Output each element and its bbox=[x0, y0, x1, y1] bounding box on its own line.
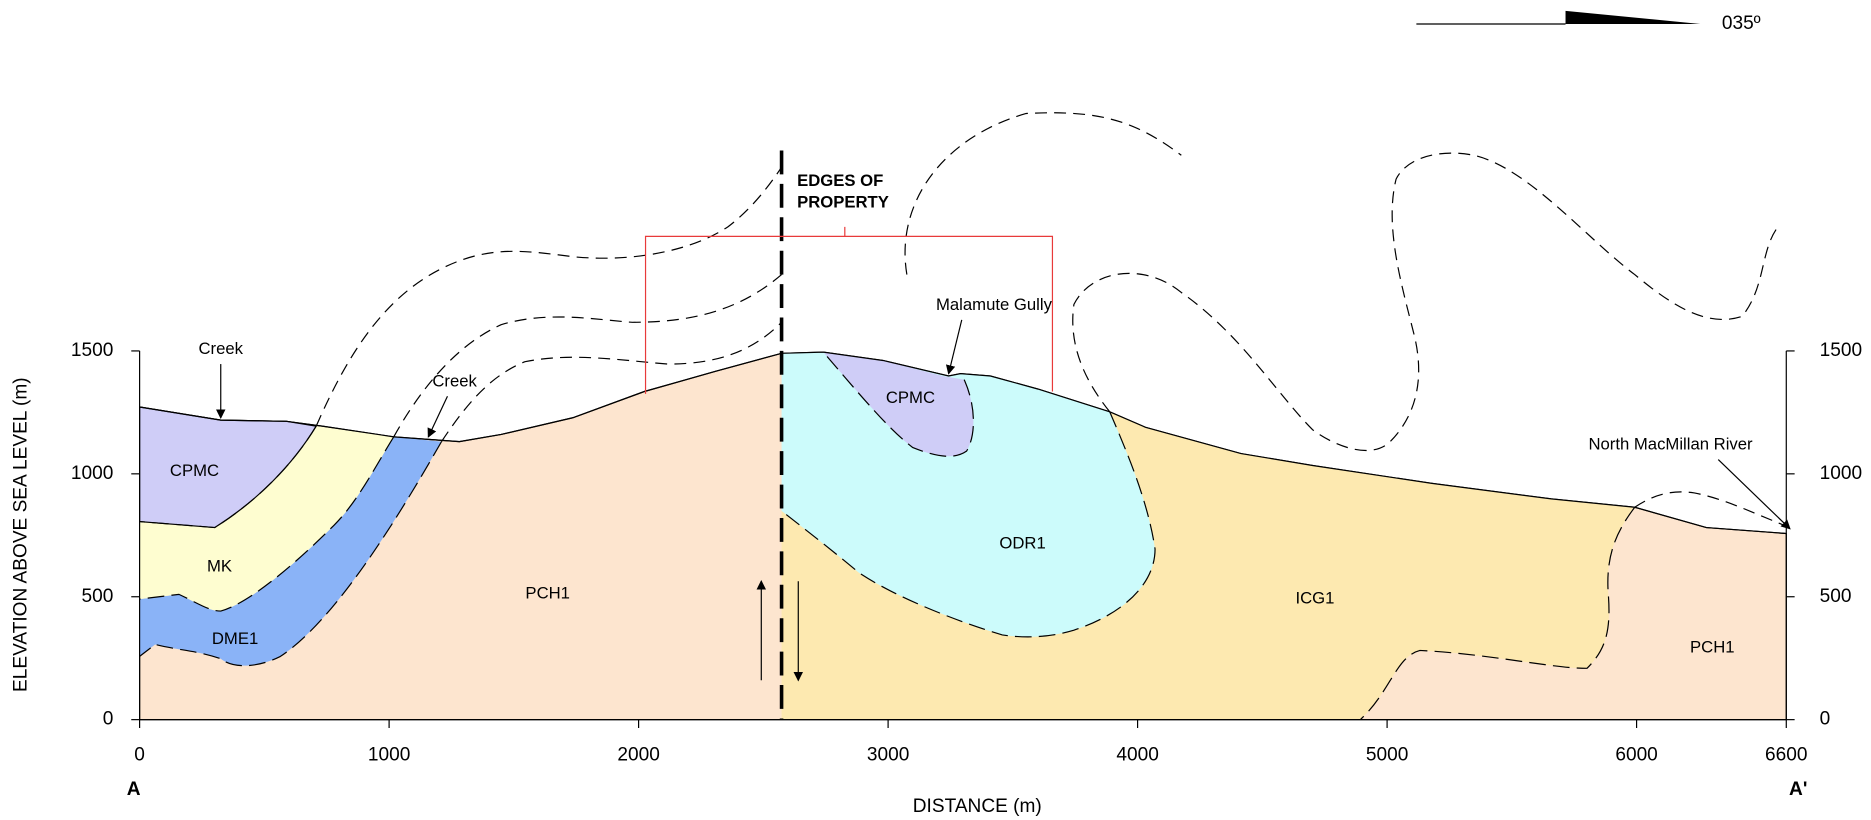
annotation: EDGES OF bbox=[797, 171, 883, 190]
unit-label: ODR1 bbox=[999, 534, 1045, 553]
y-tick-label: 1500 bbox=[71, 340, 113, 361]
annotation: PROPERTY bbox=[797, 192, 889, 211]
x-tick-label: 6000 bbox=[1615, 744, 1657, 765]
section-end: A' bbox=[1789, 779, 1807, 800]
unit-label: CPMC bbox=[886, 388, 935, 407]
x-tick-label: 4000 bbox=[1116, 744, 1158, 765]
unit-label: PCH1 bbox=[1690, 637, 1735, 656]
y-tick-label: 1000 bbox=[71, 463, 113, 484]
annotation: North MacMillan River bbox=[1588, 435, 1753, 454]
annotation: Creek bbox=[432, 371, 477, 390]
x-axis-label: DISTANCE (m) bbox=[913, 796, 1042, 817]
section-start: A bbox=[127, 779, 141, 800]
unit-label: CPMC bbox=[170, 461, 219, 480]
y-tick-label-right: 500 bbox=[1820, 586, 1852, 607]
y-tick-label: 500 bbox=[82, 586, 114, 607]
unit-label: PCH1 bbox=[525, 584, 570, 603]
dme1 bbox=[139, 436, 442, 666]
y-tick-label-right: 1000 bbox=[1820, 463, 1862, 484]
x-tick-label: 5000 bbox=[1366, 744, 1408, 765]
bearing: 035º bbox=[1722, 13, 1761, 34]
unit-label: ICG1 bbox=[1295, 589, 1334, 608]
unit-label: DME1 bbox=[212, 629, 258, 648]
y-tick-label-right: 1500 bbox=[1820, 340, 1862, 361]
annotation: Malamute Gully bbox=[936, 295, 1053, 314]
x-tick-label: 1000 bbox=[368, 744, 410, 765]
annotation: Creek bbox=[198, 339, 243, 358]
x-tick-label: 3000 bbox=[867, 744, 909, 765]
unit-label: MK bbox=[207, 556, 232, 575]
y-axis-label: ELEVATION ABOVE SEA LEVEL (m) bbox=[11, 377, 32, 692]
x-tick-label: 0 bbox=[134, 744, 145, 765]
geology bbox=[139, 10, 1791, 721]
x-tick-label: 2000 bbox=[617, 744, 659, 765]
x-tick-label: 6600 bbox=[1765, 744, 1807, 765]
odr1 bbox=[781, 352, 1156, 637]
mk bbox=[139, 426, 394, 612]
y-tick-label: 0 bbox=[103, 709, 114, 730]
y-tick-label-right: 0 bbox=[1820, 709, 1831, 730]
cpmc-right bbox=[823, 352, 974, 457]
